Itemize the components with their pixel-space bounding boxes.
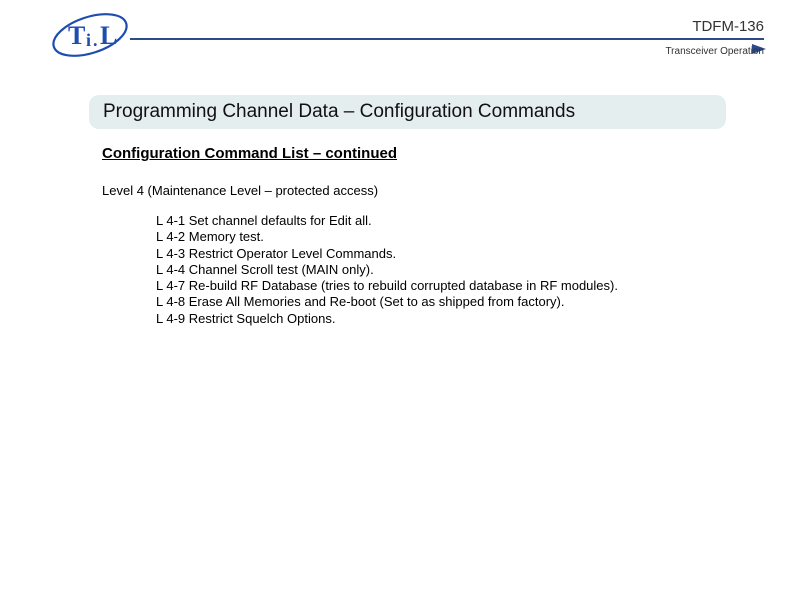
page-subheader: Transceiver Operation	[665, 46, 764, 57]
svg-text:.: .	[93, 30, 98, 50]
svg-text:L: L	[100, 21, 117, 50]
list-item: L 4-1 Set channel defaults for Edit all.	[156, 213, 618, 229]
list-item: L 4-8 Erase All Memories and Re-boot (Se…	[156, 294, 618, 310]
section-subtitle: Configuration Command List – continued	[102, 145, 397, 162]
logo: T i . L	[50, 10, 140, 65]
command-list: L 4-1 Set channel defaults for Edit all.…	[156, 213, 618, 327]
list-item: L 4-7 Re-build RF Database (tries to reb…	[156, 278, 618, 294]
svg-text:i: i	[86, 30, 91, 50]
page-header: T i . L TDFM-136 Transceiver Operation	[0, 0, 794, 72]
list-item: L 4-4 Channel Scroll test (MAIN only).	[156, 262, 618, 278]
list-item: L 4-9 Restrict Squelch Options.	[156, 311, 618, 327]
level-note: Level 4 (Maintenance Level – protected a…	[102, 183, 378, 198]
header-rule	[130, 38, 764, 40]
svg-text:T: T	[68, 21, 85, 50]
section-title: Programming Channel Data – Configuration…	[89, 95, 726, 129]
list-item: L 4-3 Restrict Operator Level Commands.	[156, 246, 618, 262]
list-item: L 4-2 Memory test.	[156, 229, 618, 245]
document-id: TDFM-136	[692, 18, 764, 35]
